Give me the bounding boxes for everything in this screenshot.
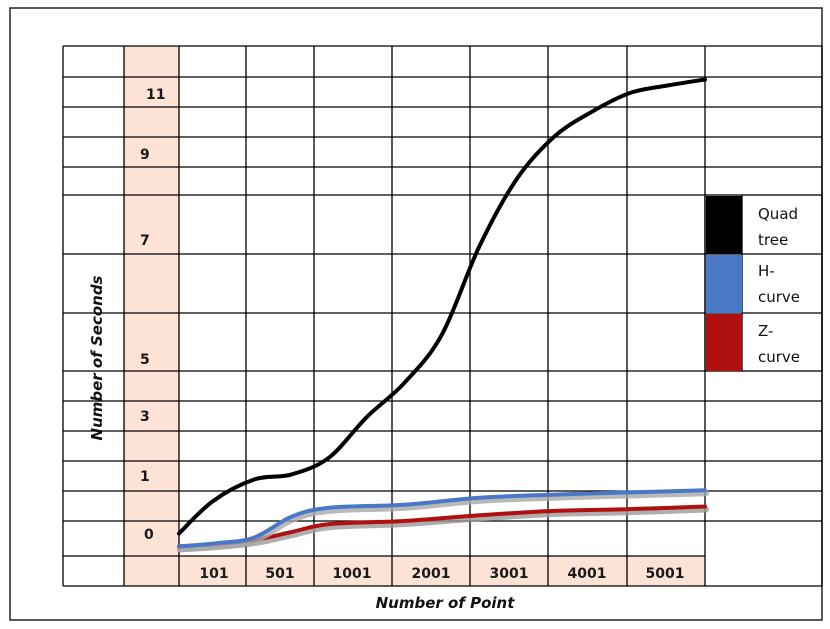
y-tick-label: 5 <box>140 352 150 368</box>
legend-label-h-curve: curve <box>758 288 800 306</box>
legend-label-z-curve: Z- <box>758 322 773 340</box>
series-line-quad-tree <box>177 77 707 536</box>
y-tick-label: 7 <box>140 233 150 249</box>
legend-label-quad-tree: Quad <box>758 205 798 223</box>
y-tick-label: 9 <box>140 147 150 163</box>
legend-label-quad-tree: tree <box>758 231 788 249</box>
legend-swatch-h-curve <box>706 255 742 313</box>
x-tick-label: 5001 <box>646 566 685 582</box>
series-shadow-h-curve <box>177 490 709 553</box>
grid <box>62 45 823 587</box>
x-tick-label: 501 <box>265 566 294 582</box>
y-tick-label: 1 <box>140 469 150 485</box>
legend-swatch-z-curve <box>706 314 742 371</box>
x-tick-label: 101 <box>199 566 228 582</box>
x-tick-label: 1001 <box>333 566 372 582</box>
x-tick-label: 2001 <box>412 566 451 582</box>
y-tick-strip <box>124 46 179 586</box>
y-tick-label: 11 <box>146 87 165 103</box>
y-tick-label: 0 <box>144 527 154 543</box>
series-line-h-curve <box>177 488 707 549</box>
x-tick-label: 3001 <box>490 566 529 582</box>
legend-label-h-curve: H- <box>758 262 775 280</box>
x-tick-strip <box>179 556 705 586</box>
x-tick-label: 4001 <box>568 566 607 582</box>
series-quad-tree <box>177 77 707 536</box>
legend-swatch-quad-tree <box>706 196 742 254</box>
y-tick-label: 3 <box>140 409 150 425</box>
x-axis-title: Number of Point <box>376 594 516 612</box>
legend-label-z-curve: curve <box>758 348 800 366</box>
series-h-curve <box>177 488 709 553</box>
legend-frame <box>704 194 823 372</box>
y-axis-title: Number of Seconds <box>88 275 106 440</box>
legend: Quad tree H- curve Z- curve <box>704 194 823 372</box>
